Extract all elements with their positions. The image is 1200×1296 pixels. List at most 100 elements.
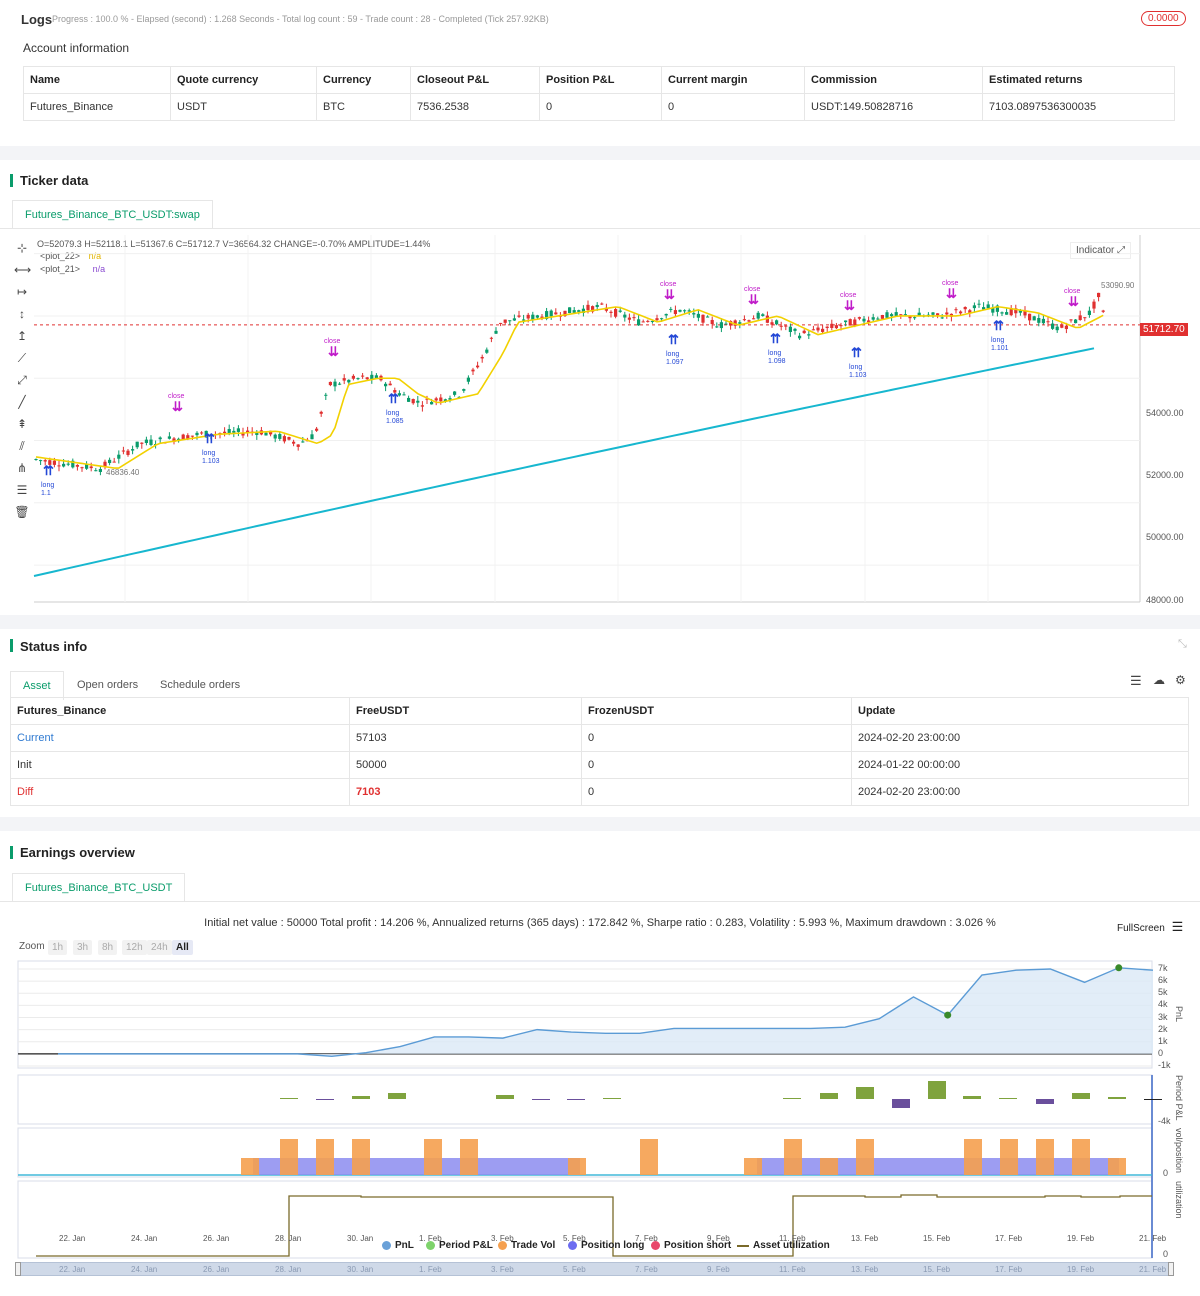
long-signal-label: long — [768, 350, 781, 357]
candle-body — [719, 322, 723, 329]
candle-body — [351, 375, 355, 379]
plot22-value: n/a — [88, 251, 102, 261]
zoom-all[interactable]: All — [172, 940, 193, 955]
candle-body — [1005, 312, 1009, 315]
plot22-line — [35, 305, 1104, 469]
candle-body — [1051, 323, 1055, 329]
ray-icon[interactable]: ↦ — [16, 285, 28, 299]
fullscreen-button[interactable]: FullScreen ☰ — [1117, 919, 1183, 935]
candle-body — [885, 312, 889, 318]
indicator-button[interactable]: Indicator ⤢ — [1070, 242, 1132, 259]
candle-body — [471, 369, 475, 372]
price-range-icon[interactable]: ⇞ — [16, 417, 28, 431]
candle-body — [89, 466, 93, 469]
legend-item[interactable]: Asset utilization — [737, 1240, 830, 1251]
candle-body — [770, 322, 774, 325]
period-pnl-bar — [280, 1098, 298, 1099]
zoom-24h[interactable]: 24h — [147, 940, 172, 955]
candle-body — [342, 378, 346, 381]
table-cell: BTC — [316, 93, 411, 121]
trade-vol-bar — [316, 1139, 334, 1175]
candle-body — [991, 307, 995, 313]
candle-body — [1060, 324, 1064, 328]
zoom-3h[interactable]: 3h — [73, 940, 93, 955]
earnings-chart[interactable]: PnL Period P&L vol/position utilization — [0, 951, 1200, 1296]
candle-body — [315, 428, 319, 431]
candle-body — [186, 435, 190, 440]
candle-body — [1000, 312, 1004, 314]
period-pnl-bar — [567, 1099, 585, 1100]
plot21-name: <plot_21> — [40, 264, 81, 274]
candle-body — [273, 434, 277, 439]
legend-item[interactable]: Period P&L — [426, 1240, 493, 1251]
zoom-8h[interactable]: 8h — [98, 940, 118, 955]
table-row: Futures_Binance USDT BTC 7536.2538 0 0 U… — [23, 93, 1175, 121]
navigator-tick-label: 13. Feb — [851, 1265, 879, 1274]
legend-item[interactable]: PnL — [382, 1240, 414, 1251]
plot22-name: <plot_22> — [40, 251, 81, 261]
vertical-line-icon[interactable]: ↕ — [19, 307, 25, 321]
list-icon[interactable]: ☰ — [1130, 673, 1142, 688]
candle-body — [825, 326, 829, 329]
fib-icon[interactable]: ☰ — [16, 483, 28, 497]
table-cell: 0 — [539, 93, 662, 121]
candlestick-chart[interactable]: ⇈long1.1⇈long1.103⇈long1.085⇈long1.097⇈l… — [0, 160, 1200, 615]
collapse-icon[interactable]: ⤡ — [1178, 638, 1187, 650]
candle-body — [908, 315, 912, 319]
candle-body — [1018, 310, 1022, 313]
trash-icon[interactable]: 🗑 — [14, 505, 30, 519]
zoom-12h[interactable]: 12h — [122, 940, 147, 955]
candle-body — [453, 391, 457, 395]
horizontal-line-icon[interactable]: ⟷ — [14, 263, 32, 277]
zoom-1h[interactable]: 1h — [48, 940, 68, 955]
legend-item[interactable]: Position short — [651, 1240, 731, 1251]
position-long-block — [253, 1158, 580, 1175]
tab-ticker-symbol[interactable]: Futures_Binance_BTC_USDT:swap — [12, 200, 213, 229]
parallel-channel-icon[interactable]: ⫽ — [19, 439, 25, 453]
table-cell: 2024-02-20 23:00:00 — [851, 778, 1189, 806]
candle-body — [972, 305, 976, 309]
table-cell: Futures_Binance — [23, 93, 171, 121]
candle-body — [71, 460, 75, 468]
trade-vol-bar — [744, 1158, 762, 1175]
navigator-handle-left[interactable] — [15, 1262, 21, 1276]
tab-schedule-orders[interactable]: Schedule orders — [160, 679, 241, 691]
candle-body — [1041, 318, 1045, 324]
candle-body — [1092, 301, 1096, 309]
segment-icon[interactable]: ╱ — [18, 395, 26, 409]
candle-body — [1014, 308, 1018, 314]
crosshair-icon[interactable]: ⊹ — [16, 241, 28, 255]
trend-line-icon[interactable]: ⟋ — [17, 351, 27, 365]
legend-item[interactable]: Trade Vol — [498, 1240, 555, 1251]
tab-asset[interactable]: Asset — [10, 671, 64, 700]
pnl-tick-label: -1k — [1158, 1060, 1171, 1070]
candle-body — [301, 441, 305, 443]
close-signal-label: close — [942, 280, 958, 287]
legend-label: Period P&L — [439, 1240, 493, 1251]
logs-panel: Logs Progress : 100.0 % - Elapsed (secon… — [0, 0, 1200, 146]
cloud-download-icon[interactable]: ☁ — [1153, 673, 1165, 687]
pitchfork-icon[interactable]: ⋔ — [16, 461, 28, 475]
long-signal-value: 1.085 — [386, 418, 404, 425]
gear-icon[interactable]: ⚙ — [1175, 673, 1186, 687]
navigator-handle-right[interactable] — [1168, 1262, 1174, 1276]
candle-body — [480, 356, 484, 359]
section-marker — [10, 174, 13, 187]
account-col-position: Position P&L — [539, 66, 662, 94]
candle-body — [669, 308, 673, 310]
candle-body — [742, 319, 746, 321]
navigator-tick-label: 3. Feb — [491, 1265, 514, 1274]
candle-body — [121, 450, 125, 452]
candle-body — [66, 463, 70, 465]
tab-open-orders[interactable]: Open orders — [77, 679, 139, 691]
period-pnl-bar — [856, 1087, 874, 1099]
candle-body — [333, 381, 337, 387]
trend-ray-icon[interactable]: ⤢ — [17, 373, 27, 387]
vertical-ray-icon[interactable]: ↥ — [16, 329, 28, 343]
long-signal-arrow: ⇈ — [204, 431, 215, 446]
long-signal-arrow: ⇈ — [43, 463, 54, 478]
legend-item[interactable]: Position long — [568, 1240, 644, 1251]
long-signal-label: long — [991, 337, 1004, 344]
tab-earnings-symbol[interactable]: Futures_Binance_BTC_USDT — [12, 873, 186, 902]
candle-body — [246, 430, 250, 433]
